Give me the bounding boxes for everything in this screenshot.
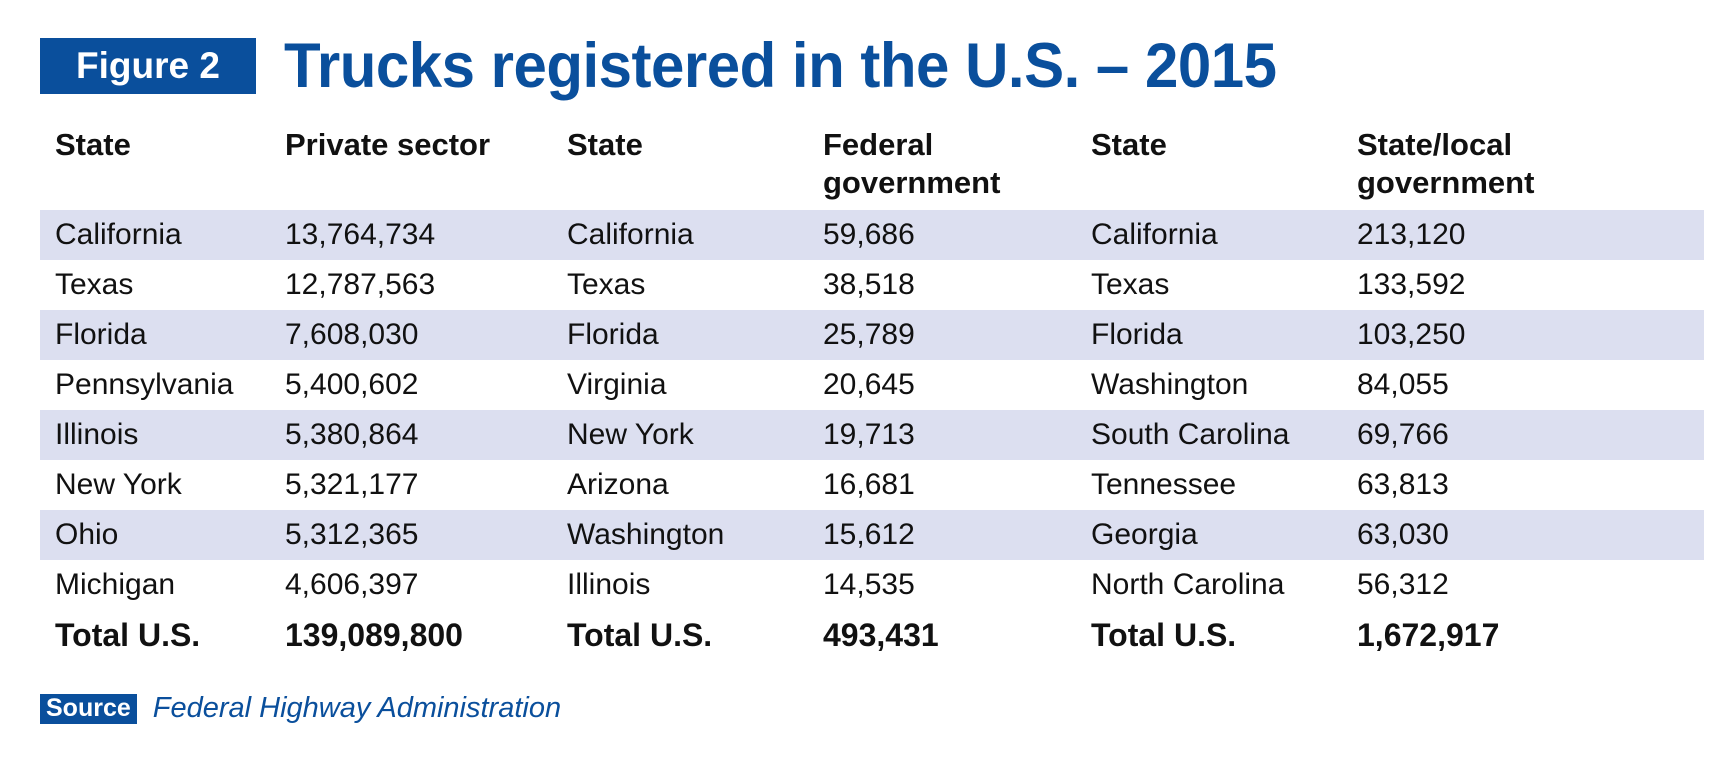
count-cell: 56,312 (1357, 568, 1449, 601)
count-cell: 16,681 (823, 468, 915, 501)
count-cell: 14,535 (823, 568, 915, 601)
state-cell: Georgia (1076, 510, 1342, 560)
state-cell: North Carolina (1091, 568, 1285, 601)
count-cell: 63,813 (1357, 468, 1449, 501)
count-cell: 7,608,030 (270, 310, 552, 360)
count-cell: 84,055 (1357, 368, 1449, 401)
count-cell: 25,789 (808, 310, 1076, 360)
state-cell: Tennessee (1091, 468, 1237, 501)
column-header-text: Private sector (285, 127, 491, 162)
table-row: New York 5,321,177 Arizona 16,681 Tennessee 6… (40, 460, 1704, 510)
table-row: Ohio 5,312,365 Washington 15,612 Georgia 63,0… (40, 510, 1704, 560)
count-cell: 20,645 (823, 368, 915, 401)
state-cell: California (40, 210, 270, 260)
total-value-cell: 1,672,917 (1357, 616, 1500, 653)
count-cell: 133,592 (1357, 268, 1466, 301)
state-cell: Virginia (567, 368, 667, 401)
figure-title: Trucks registered in the U.S. – 2015 (284, 30, 1277, 101)
count-cell: 63,030 (1342, 510, 1704, 560)
source-line: Source Federal Highway Administration (40, 692, 561, 725)
source-label: Source (40, 693, 137, 724)
total-label-cell: Total U.S. (1091, 616, 1237, 653)
state-cell: New York (552, 410, 808, 460)
column-header-text: State (55, 127, 131, 162)
count-cell: 69,766 (1342, 410, 1704, 460)
figure-header: Figure 2 Trucks registered in the U.S. –… (40, 30, 1277, 101)
state-cell: Ohio (40, 510, 270, 560)
state-cell: Washington (552, 510, 808, 560)
column-header: State (552, 118, 808, 210)
column-header: Federal government (808, 118, 1076, 210)
count-cell: 103,250 (1342, 310, 1704, 360)
state-cell: Washington (1091, 368, 1249, 401)
table-header-row: State Private sector State Federal governmen… (40, 118, 1704, 210)
table-row: Illinois 5,380,864 New York 19,713 South Car… (40, 410, 1704, 460)
column-header-text: State (1091, 127, 1167, 162)
column-header-text: Federal (823, 127, 934, 162)
state-cell: Florida (552, 310, 808, 360)
state-cell: Texas (1091, 268, 1170, 301)
count-cell: 5,321,177 (285, 468, 419, 501)
state-cell: Pennsylvania (55, 368, 234, 401)
count-cell: 5,380,864 (270, 410, 552, 460)
count-cell: 5,312,365 (270, 510, 552, 560)
count-cell: 59,686 (808, 210, 1076, 260)
table-row: Florida 7,608,030 Florida 25,789 Florida 103,… (40, 310, 1704, 360)
state-cell: California (1076, 210, 1342, 260)
state-cell: Illinois (567, 568, 651, 601)
column-header: State (40, 118, 270, 210)
count-cell: 4,606,397 (285, 568, 419, 601)
count-cell: 213,120 (1342, 210, 1704, 260)
table-body: California 13,764,734 California 59,686 Cali… (40, 210, 1704, 660)
state-cell: Illinois (40, 410, 270, 460)
count-cell: 38,518 (823, 268, 915, 301)
table-row: Pennsylvania 5,400,602 Virginia 20,645 Washi… (40, 360, 1704, 410)
column-header: State (1076, 118, 1342, 210)
table-row: Michigan 4,606,397 Illinois 14,535 North Car… (40, 560, 1704, 610)
column-header: State/local government (1342, 118, 1704, 210)
column-header-text: State (567, 127, 643, 162)
count-cell: 19,713 (808, 410, 1076, 460)
state-cell: New York (55, 468, 182, 501)
total-label-cell: Total U.S. (567, 616, 713, 653)
column-header: Private sector (270, 118, 552, 210)
count-cell: 13,764,734 (270, 210, 552, 260)
count-cell: 12,787,563 (285, 268, 436, 301)
total-row: Total U.S. 139,089,800 Total U.S. 493,431 To… (40, 610, 1704, 660)
state-cell: Florida (1076, 310, 1342, 360)
column-header-text: State/local (1357, 127, 1513, 162)
state-cell: South Carolina (1076, 410, 1342, 460)
total-label-cell: Total U.S. (55, 616, 201, 653)
state-cell: Michigan (55, 568, 176, 601)
total-value-cell: 493,431 (823, 616, 939, 653)
state-cell: Florida (40, 310, 270, 360)
table-row: Texas 12,787,563 Texas 38,518 Texas 133,592 (40, 260, 1704, 310)
count-cell: 15,612 (808, 510, 1076, 560)
column-header-text: government (1357, 165, 1535, 200)
count-cell: 5,400,602 (285, 368, 419, 401)
trucks-table: State Private sector State Federal governmen… (40, 118, 1704, 660)
total-value-cell: 139,089,800 (285, 616, 463, 653)
figure-label: Figure 2 (40, 38, 256, 94)
column-header-text: government (823, 165, 1001, 200)
source-text: Federal Highway Administration (152, 692, 562, 724)
table-row: California 13,764,734 California 59,686 Cali… (40, 210, 1704, 260)
state-cell: Texas (55, 268, 134, 301)
state-cell: Arizona (567, 468, 669, 501)
state-cell: Texas (567, 268, 646, 301)
state-cell: California (552, 210, 808, 260)
